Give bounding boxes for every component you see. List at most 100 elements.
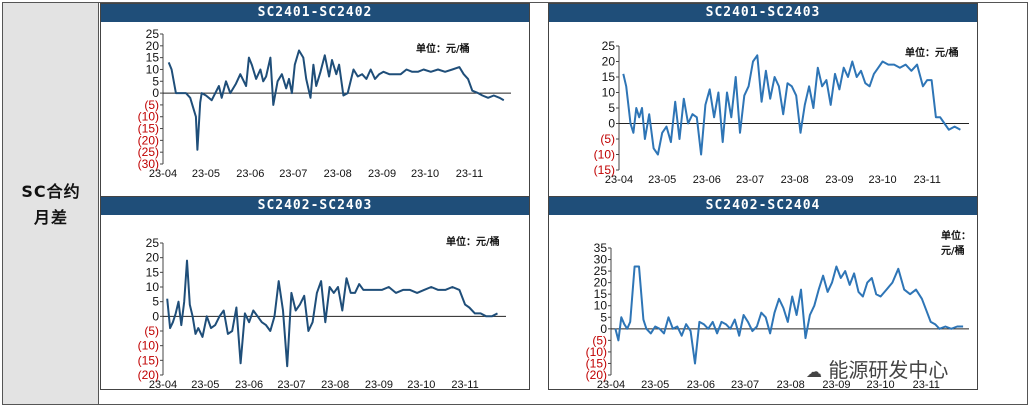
y-tick-label: 5 — [608, 101, 615, 115]
chart-title: SC2401-SC2403 — [549, 4, 977, 22]
y-tick-label: 20 — [602, 55, 616, 69]
y-tick-label: 25 — [602, 39, 616, 53]
row-label-line-1: SC合约 — [21, 182, 81, 201]
watermark: ☁ 能源研发中心 — [806, 354, 948, 383]
y-tick-label: (15) — [586, 356, 607, 370]
y-tick-label: 5 — [152, 74, 159, 88]
y-tick-label: 35 — [594, 241, 608, 255]
x-tick-label: 23-11 — [456, 168, 483, 180]
chart-title: SC2402-SC2404 — [549, 197, 977, 215]
y-tick-label: 0 — [152, 309, 159, 323]
y-tick-label: 0 — [152, 86, 159, 100]
x-tick-label: 23-05 — [641, 379, 669, 391]
y-tick-label: (20) — [138, 133, 159, 147]
x-tick-label: 23-11 — [914, 174, 941, 186]
x-tick-label: 23-08 — [777, 379, 805, 391]
x-tick-label: 23-05 — [192, 168, 220, 180]
chart-panel-sc2402-sc2404: SC2402-SC2404 单位：元/桶 35 30 25 20 15 10 5 0 (5) (1… — [548, 196, 978, 391]
y-tick-label: (15) — [138, 122, 159, 136]
x-tick-label: 23-11 — [451, 379, 478, 391]
unit-label: 单位：元/桶 — [941, 231, 971, 257]
y-tick-label: 15 — [602, 70, 616, 84]
x-tick-label: 23-05 — [648, 174, 676, 186]
x-tick-label: 23-04 — [605, 174, 633, 186]
y-tick-label: 15 — [146, 265, 160, 279]
x-tick-label: 23-07 — [736, 174, 764, 186]
y-tick-label: 10 — [146, 62, 160, 76]
series-line — [167, 49, 505, 151]
y-tick-label: 15 — [594, 287, 608, 301]
y-tick-label: 15 — [146, 51, 160, 65]
row-label: SC合约 月差 — [3, 179, 99, 231]
x-tick-label: 23-10 — [869, 174, 897, 186]
y-tick-label: 5 — [152, 295, 159, 309]
y-tick-label: 30 — [594, 253, 608, 267]
y-tick-label: (5) — [144, 98, 159, 112]
y-tick-label: (15) — [594, 163, 615, 177]
x-tick-label: 23-10 — [407, 379, 435, 391]
y-tick-label: (15) — [138, 353, 159, 367]
y-tick-label: (5) — [592, 333, 607, 347]
y-tick-label: (10) — [138, 110, 159, 124]
x-tick-label: 23-06 — [236, 168, 264, 180]
y-tick-label: 10 — [594, 299, 608, 313]
x-tick-label: 23-04 — [149, 379, 177, 391]
y-tick-label: (10) — [138, 339, 159, 353]
x-tick-label: 23-10 — [867, 379, 895, 391]
x-tick-label: 23-11 — [913, 379, 940, 391]
y-tick-label: 25 — [146, 27, 160, 41]
chart-panel-sc2402-sc2403: SC2402-SC2403 单位：元/桶 25 20 15 10 5 0 (5) (10) (1… — [100, 196, 530, 391]
row-label-line-2: 月差 — [33, 208, 68, 227]
x-tick-label: 23-05 — [191, 379, 219, 391]
x-tick-label: 23-04 — [597, 379, 625, 391]
series-line — [622, 54, 961, 156]
wechat-icon: ☁ — [806, 362, 822, 381]
y-tick-label: 20 — [146, 251, 160, 265]
y-tick-label: (10) — [594, 148, 615, 162]
chart-title: SC2402-SC2403 — [101, 197, 529, 215]
x-tick-label: 23-08 — [321, 379, 349, 391]
unit-label: 单位：元/桶 — [416, 44, 470, 55]
x-tick-label: 23-08 — [324, 168, 352, 180]
x-tick-label: 23-10 — [411, 168, 439, 180]
y-tick-label: 0 — [608, 117, 615, 131]
y-tick-label: 5 — [600, 310, 607, 324]
x-tick-label: 23-06 — [693, 174, 721, 186]
x-tick-label: 23-09 — [365, 379, 393, 391]
y-tick-label: 10 — [602, 86, 616, 100]
x-tick-label: 23-09 — [822, 379, 850, 391]
y-tick-label: 10 — [146, 280, 160, 294]
unit-label: 单位：元/桶 — [905, 48, 959, 59]
row-label-cell: SC合约 月差 — [3, 3, 99, 404]
y-tick-label: (5) — [600, 132, 615, 146]
series-line — [166, 259, 498, 368]
x-tick-label: 23-09 — [825, 174, 853, 186]
x-tick-label: 23-07 — [279, 168, 307, 180]
x-tick-label: 23-07 — [277, 379, 305, 391]
x-tick-label: 23-06 — [687, 379, 715, 391]
series-line — [614, 265, 964, 365]
y-tick-label: 20 — [146, 39, 160, 53]
table-frame: SC合约 月差 — [2, 2, 1028, 405]
y-tick-label: 25 — [146, 236, 160, 250]
y-tick-label: (20) — [138, 368, 159, 382]
x-tick-label: 23-08 — [781, 174, 809, 186]
y-tick-label: (25) — [138, 145, 159, 159]
y-tick-label: 25 — [594, 264, 608, 278]
y-tick-label: (10) — [586, 345, 607, 359]
y-tick-label: (5) — [144, 324, 159, 338]
x-tick-label: 23-06 — [235, 379, 263, 391]
y-tick-label: 0 — [600, 322, 607, 336]
y-tick-label: (20) — [586, 368, 607, 382]
watermark-text: 能源研发中心 — [828, 358, 949, 382]
unit-label: 单位：元/桶 — [446, 237, 500, 248]
chart-panel-sc2401-sc2403: SC2401-SC2403 单位：元/桶 25 20 15 10 5 0 (5) (10) (1… — [548, 3, 978, 197]
y-tick-label: (30) — [138, 157, 159, 171]
chart-title: SC2401-SC2402 — [101, 4, 529, 22]
x-tick-label: 23-04 — [149, 168, 177, 180]
x-tick-label: 23-09 — [368, 168, 396, 180]
